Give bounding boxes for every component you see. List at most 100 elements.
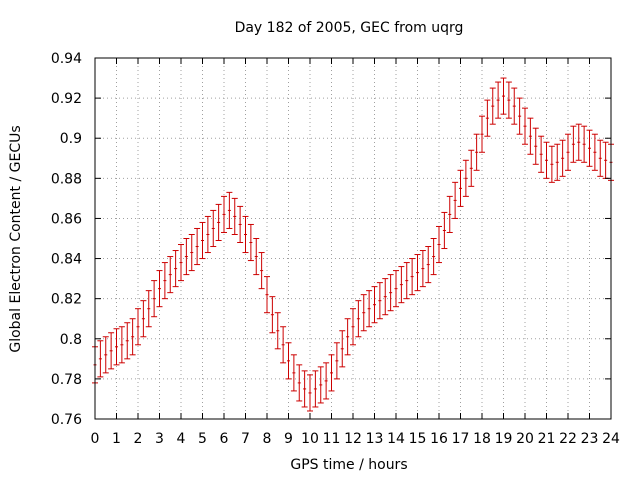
- x-tick-label: 16: [430, 431, 448, 447]
- error-bar: [554, 143, 561, 181]
- x-tick-label: 17: [452, 431, 470, 447]
- error-bar: [446, 195, 453, 233]
- error-bar: [210, 209, 217, 248]
- error-bar: [479, 115, 485, 153]
- error-bar: [296, 364, 303, 402]
- error-bar: [403, 262, 410, 300]
- error-bar: [430, 238, 437, 276]
- y-tick-label: 0.8: [60, 332, 82, 348]
- error-bar: [581, 125, 588, 163]
- error-bar: [151, 280, 158, 318]
- error-bar: [118, 326, 125, 364]
- y-tick-label: 0.76: [51, 412, 82, 428]
- error-bar: [183, 238, 190, 276]
- y-tick-label: 0.84: [51, 252, 82, 268]
- error-bar: [452, 181, 459, 219]
- error-bar: [376, 282, 383, 320]
- error-bar: [360, 294, 367, 332]
- error-bar: [156, 270, 163, 308]
- error-bar: [172, 250, 179, 288]
- error-bar: [339, 330, 346, 368]
- x-tick-label: 7: [241, 431, 250, 447]
- error-bar: [307, 374, 313, 412]
- error-bar: [178, 244, 184, 282]
- error-bar: [505, 81, 512, 119]
- error-bar: [597, 139, 604, 177]
- error-bar: [495, 81, 502, 119]
- x-tick-label: 6: [220, 431, 229, 447]
- x-tick-label: 21: [538, 431, 556, 447]
- error-bar: [274, 312, 281, 350]
- error-bar: [124, 322, 131, 360]
- error-bar: [102, 336, 109, 374]
- error-bar: [140, 300, 147, 338]
- error-bar: [247, 223, 254, 262]
- error-bar: [468, 149, 475, 187]
- x-tick-label: 14: [387, 431, 405, 447]
- tick-labels: 0 1 2 3 4 5 6 7 8 9 10 11 12 13 14 15 16 17 18 19 20 21 22 23 24…: [51, 51, 620, 447]
- error-bar: [108, 332, 115, 370]
- error-bar: [462, 159, 469, 197]
- error-bar: [317, 366, 324, 404]
- error-bar: [350, 308, 356, 346]
- x-axis-label: GPS time / hours: [290, 457, 407, 473]
- x-tick-label: 13: [366, 431, 384, 447]
- error-bar: [280, 326, 287, 364]
- x-tick-label: 9: [284, 431, 293, 447]
- error-bar: [290, 354, 297, 392]
- error-bar: [355, 300, 362, 338]
- error-bar: [264, 276, 270, 314]
- error-bar: [436, 225, 442, 264]
- error-bar: [484, 99, 491, 137]
- x-tick-label: 2: [134, 431, 143, 447]
- x-tick-label: 8: [263, 431, 272, 447]
- x-tick-label: 23: [581, 431, 599, 447]
- error-bar: [516, 97, 523, 135]
- error-bar: [269, 296, 276, 334]
- error-bar: [221, 195, 227, 233]
- error-bar: [575, 123, 582, 161]
- error-bar: [285, 342, 292, 380]
- error-bar: [323, 362, 330, 400]
- error-bar: [258, 252, 265, 290]
- error-bar: [527, 117, 534, 155]
- x-tick-label: 0: [91, 431, 100, 447]
- error-bar: [253, 238, 260, 276]
- error-bar: [570, 125, 577, 163]
- x-tick-label: 11: [323, 431, 341, 447]
- error-bar: [409, 258, 416, 296]
- error-bar: [371, 286, 378, 324]
- error-bar: [328, 354, 335, 392]
- chart-title: Day 182 of 2005, GEC from uqrg: [235, 20, 464, 36]
- error-bar: [301, 370, 308, 408]
- error-bar: [565, 133, 571, 171]
- error-bars: [92, 77, 614, 412]
- error-bar: [382, 278, 389, 316]
- error-bar: [419, 250, 426, 288]
- error-bar: [414, 254, 421, 292]
- error-bar: [543, 141, 550, 179]
- error-bar: [188, 233, 195, 272]
- error-bar: [548, 145, 555, 183]
- error-bar: [398, 266, 405, 304]
- error-bar: [591, 133, 598, 171]
- y-tick-label: 0.88: [51, 171, 82, 187]
- error-bar: [237, 205, 244, 244]
- error-bar: [602, 141, 609, 179]
- error-bar: [145, 290, 152, 328]
- error-bar: [500, 77, 507, 115]
- error-bar: [242, 215, 249, 254]
- y-tick-label: 0.86: [51, 211, 82, 227]
- error-bar: [204, 215, 211, 254]
- x-tick-label: 3: [155, 431, 164, 447]
- x-tick-label: 24: [602, 431, 620, 447]
- x-tick-label: 10: [301, 431, 319, 447]
- error-bar: [312, 370, 319, 408]
- error-bar: [457, 169, 464, 207]
- x-tick-label: 4: [177, 431, 186, 447]
- error-bar: [387, 274, 394, 312]
- error-bar: [425, 246, 432, 284]
- error-bar: [215, 203, 222, 242]
- error-bar: [231, 197, 238, 235]
- error-bar: [538, 135, 545, 173]
